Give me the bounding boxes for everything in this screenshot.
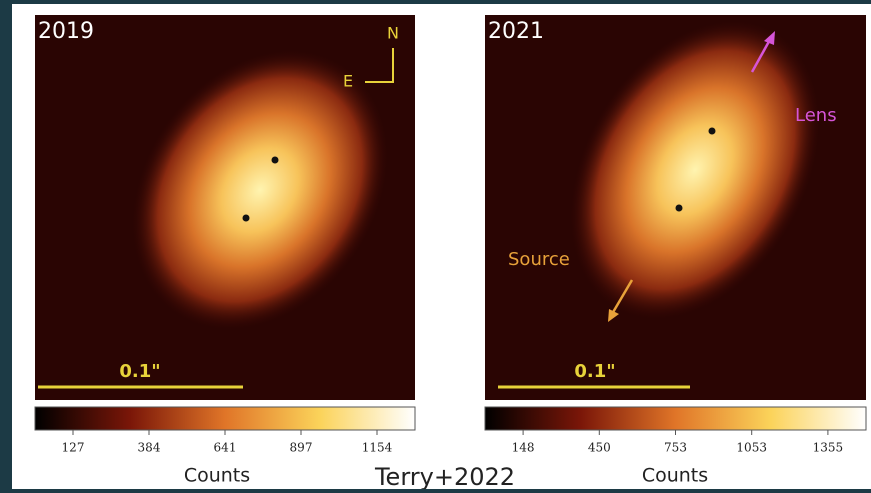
colorbar-label: Counts xyxy=(642,465,708,487)
year-label: 2019 xyxy=(38,19,94,44)
colorbar-tick-label: 1154 xyxy=(362,441,393,455)
position-dot xyxy=(675,204,683,212)
compass-east: E xyxy=(343,72,353,91)
compass xyxy=(365,48,394,83)
colorbar-tick-label: 148 xyxy=(512,441,535,455)
colorbar-tick-label: 641 xyxy=(214,441,237,455)
lens-label: Lens xyxy=(795,105,837,126)
colorbar-tick-label: 450 xyxy=(588,441,611,455)
scale-bar-label: 0.1" xyxy=(574,361,615,382)
scale-bar-label: 0.1" xyxy=(119,361,160,382)
lens-arrowhead xyxy=(764,31,775,45)
position-dot xyxy=(242,214,250,222)
colorbar-tick-label: 1355 xyxy=(813,441,844,455)
colorbar-tick-label: 753 xyxy=(664,441,687,455)
colorbar-tick-label: 384 xyxy=(138,441,161,455)
colorbar-tick-label: 1053 xyxy=(736,441,767,455)
position-dot xyxy=(708,127,716,135)
credit: Terry+2022 xyxy=(374,463,515,489)
source-arrowhead xyxy=(608,309,619,322)
colorbar-tick-label: 897 xyxy=(290,441,313,455)
source-arrow xyxy=(610,279,634,315)
position-dot xyxy=(271,156,279,164)
colorbar-tick-label: 127 xyxy=(62,441,85,455)
colorbar-label: Counts xyxy=(184,465,250,487)
compass-north: N xyxy=(387,24,399,43)
year-label: 2021 xyxy=(488,19,544,44)
source-blob xyxy=(570,20,820,320)
source-label: Source xyxy=(508,249,570,270)
colorbar xyxy=(34,406,416,431)
colorbar xyxy=(484,406,867,431)
source-blob xyxy=(132,50,388,330)
